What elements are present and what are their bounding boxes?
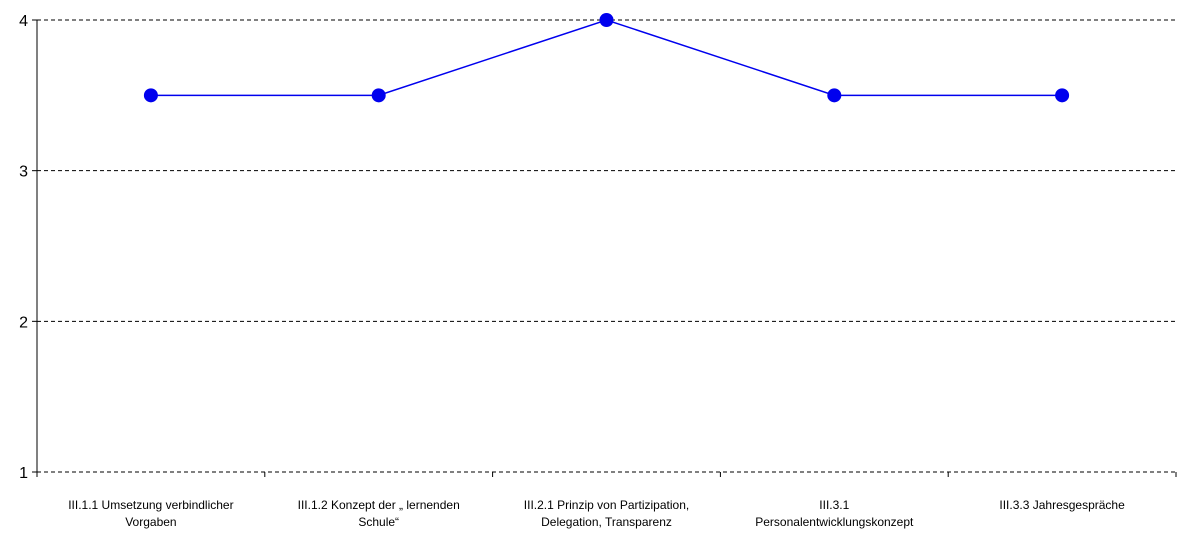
x-tick-label-line: III.1.2 Konzept der „ lernenden [298,498,460,512]
y-tick-label: 1 [19,465,28,482]
x-tick-label: III.3.1 Personalentwicklungskonzept [755,498,914,529]
data-point [827,88,842,103]
y-tick-label: 3 [19,164,28,181]
x-tick-label-line: III.1.1 Umsetzung verbindlicher [68,498,233,512]
y-tick-label: 2 [19,314,28,331]
x-tick-label-line: Delegation, Transparenz [541,515,672,529]
x-tick-label-line: Schule“ [358,515,399,529]
data-point [371,88,386,103]
x-tick-label: III.3.3 Jahresgespräche [999,498,1125,512]
x-tick-label: III.1.1 Umsetzung verbindlicher Vorgaben [68,498,233,529]
x-tick-label-line: Personalentwicklungskonzept [755,515,914,529]
y-tick-label: 4 [19,13,28,30]
data-point [143,88,158,103]
x-tick-label: III.1.2 Konzept der „ lernenden Schule“ [298,498,460,529]
data-point [599,13,614,27]
x-tick-label-line: III.3.1 [819,498,849,512]
series-line [150,19,1063,97]
x-tick-label-line: III.3.3 Jahresgespräche [999,498,1125,512]
data-point [1055,88,1070,103]
x-tick-label-line: III.2.1 Prinzip von Partizipation, [524,498,689,512]
x-tick-label-line: Vorgaben [125,515,176,529]
x-tick-label: III.2.1 Prinzip von Partizipation, Delega… [524,498,689,529]
